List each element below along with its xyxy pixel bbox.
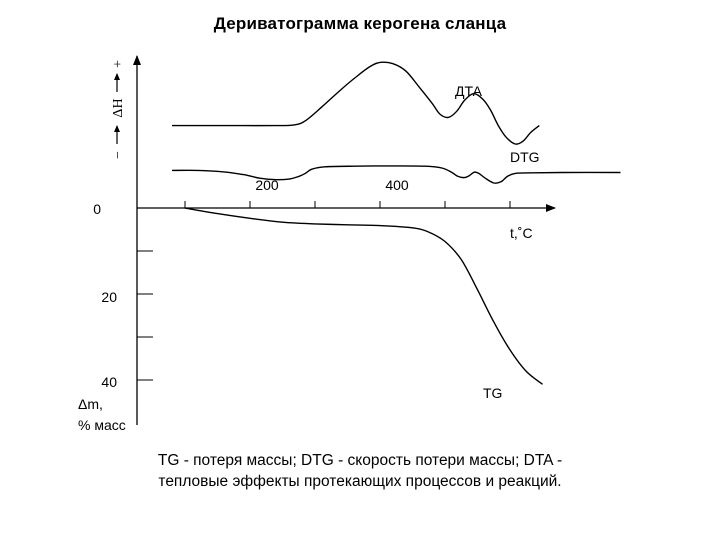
axes — [133, 55, 556, 425]
heat-minus-sign: − — [111, 151, 126, 159]
heat-plus-sign: + — [111, 60, 126, 68]
heat-axis-label: ΔH — [111, 98, 126, 117]
axis-ticks — [137, 201, 511, 381]
dtg-curve — [171, 165, 621, 184]
chart-title: Дериватограмма керогена сланца — [213, 14, 507, 33]
mass-axis-label-line1: Δm, — [78, 396, 103, 412]
x-axis-label: t,˚C — [510, 225, 533, 241]
y-tick-label-20: 20 — [101, 289, 117, 305]
y-tick-label-40: 40 — [101, 374, 117, 390]
series-label-dta: ДТА — [455, 83, 483, 99]
dta-curve — [171, 61, 540, 145]
tg-curve — [184, 207, 543, 385]
caption-line-2: тепловые эффекты протекающих процессов и… — [158, 473, 562, 490]
mass-axis-label-line2: % масс — [78, 417, 126, 433]
curves — [171, 61, 621, 385]
x-tick-label-400: 400 — [385, 177, 409, 193]
caption: TG - потеря массы; DTG - скорость потери… — [100, 450, 620, 492]
series-label-tg: TG — [483, 385, 502, 401]
x-tick-label-200: 200 — [255, 177, 279, 193]
y-tick-label-0: 0 — [93, 201, 101, 217]
heat-axis-label-group: − ΔH + — [111, 60, 126, 159]
series-label-dtg: DTG — [510, 149, 540, 165]
caption-line-1: TG - потеря массы; DTG - скорость потери… — [157, 452, 563, 469]
